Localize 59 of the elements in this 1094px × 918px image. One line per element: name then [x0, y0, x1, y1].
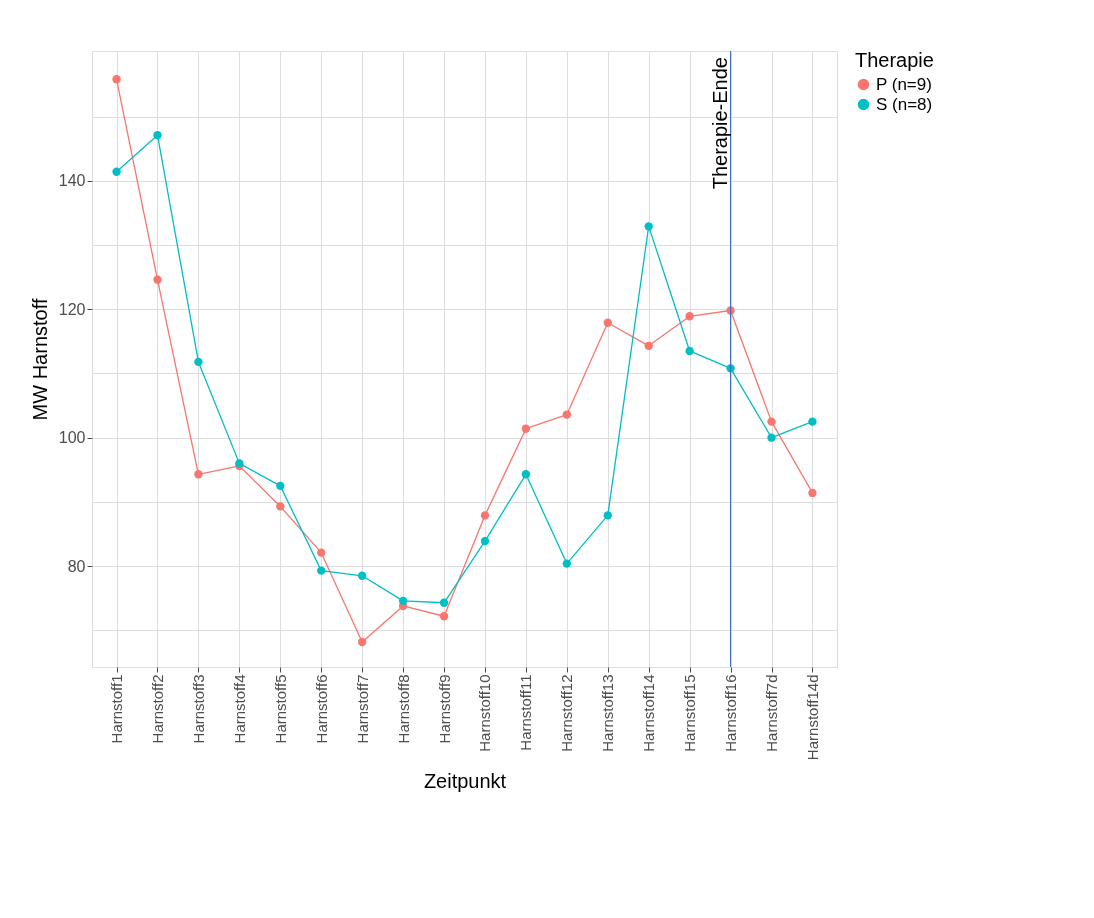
point [603, 511, 612, 520]
x-tick-label: Harnstoff14d [803, 674, 821, 761]
x-tick-label: Harnstoff9 [435, 674, 453, 744]
x-tick-label: Harnstoff3 [189, 674, 207, 744]
y-tick-label: 100 [58, 429, 86, 447]
x-tick-label: Harnstoff16 [722, 674, 740, 752]
x-tick-label: Harnstoff14 [640, 674, 658, 752]
point [521, 424, 531, 433]
x-tick-label: Harnstoff2 [148, 674, 166, 744]
legend-label: P (n=9) [876, 74, 932, 94]
legend-title: Therapie [855, 49, 934, 71]
y-axis-title: MW Harnstoff [28, 298, 51, 421]
x-tick-label: Harnstoff12 [558, 674, 576, 752]
point [276, 481, 285, 491]
point [767, 433, 776, 442]
x-tick-label: Harnstoff5 [271, 674, 289, 744]
x-axis-title: Zeitpunkt [423, 770, 507, 793]
point [685, 346, 694, 356]
legend-label: S (n=8) [876, 94, 933, 114]
point [153, 275, 162, 284]
point [521, 470, 531, 479]
point [767, 417, 776, 426]
y-tick-label: 140 [58, 172, 86, 190]
x-tick-label: Harnstoff1 [108, 674, 126, 744]
x-tick-label: Harnstoff11 [517, 674, 535, 751]
x-tick-label: Harnstoff6 [312, 674, 330, 744]
point [357, 571, 367, 580]
point [808, 417, 817, 426]
x-tick-label: Harnstoff4 [230, 674, 248, 744]
x-tick-label: Harnstoff7d [763, 674, 781, 752]
point [603, 318, 612, 327]
point [398, 596, 408, 606]
point [644, 341, 653, 351]
point [112, 167, 121, 176]
y-tick-label: 80 [67, 557, 86, 575]
ref-line-label: Therapie-Ende [708, 57, 731, 190]
point [808, 488, 817, 498]
point [480, 536, 490, 546]
point [194, 470, 203, 479]
x-tick-label: Harnstoff8 [394, 674, 412, 744]
point [194, 357, 203, 367]
x-tick-label: Harnstoff15 [681, 674, 699, 752]
point [276, 502, 285, 511]
y-tick-label: 120 [58, 300, 86, 318]
point [317, 566, 326, 575]
x-tick-label: Harnstoff10 [476, 674, 494, 752]
point [562, 559, 572, 568]
x-tick-label: Harnstoff7 [353, 674, 371, 744]
point [644, 222, 653, 231]
point [685, 312, 694, 321]
point [153, 130, 162, 140]
point [480, 511, 490, 520]
point [439, 598, 449, 607]
point [357, 637, 367, 647]
x-tick-label: Harnstoff13 [599, 674, 617, 752]
point [317, 548, 326, 557]
point [112, 75, 121, 84]
point [562, 410, 572, 419]
point [439, 612, 449, 621]
